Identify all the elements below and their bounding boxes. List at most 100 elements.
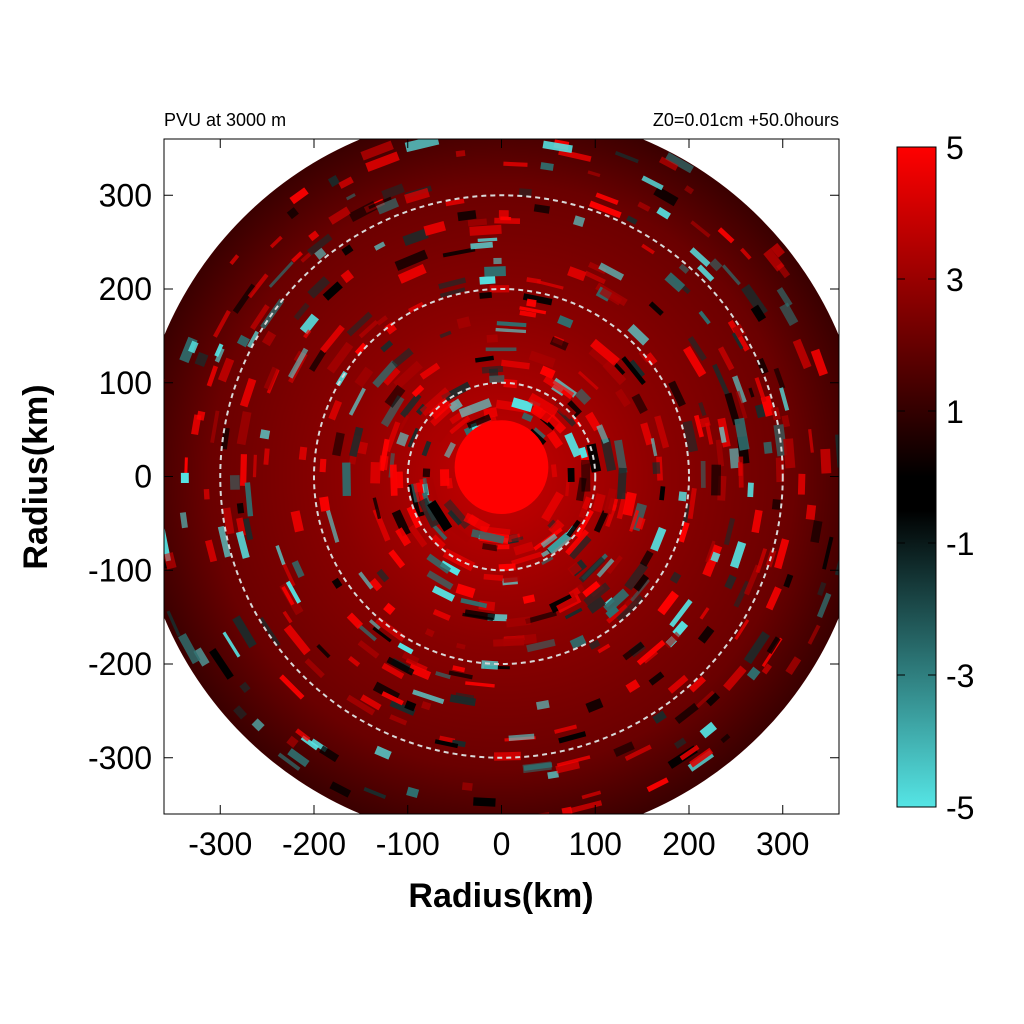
pv-anomaly-patch <box>360 694 382 711</box>
pv-anomaly-patch <box>372 508 391 542</box>
pv-anomaly-patch <box>372 626 392 643</box>
colorbar-tick-label: -3 <box>946 658 974 694</box>
x-tick-label: 100 <box>569 826 622 862</box>
pv-anomaly-patch <box>363 787 387 799</box>
pv-anomaly-patch <box>732 375 747 404</box>
pv-anomaly-patch <box>519 306 547 315</box>
pv-anomaly-patch <box>652 710 667 724</box>
pv-anomaly-patch <box>503 575 520 583</box>
pv-anomaly-patch <box>766 636 781 655</box>
pv-anomaly-patch <box>286 207 299 220</box>
pv-anomaly-patch <box>164 377 165 411</box>
pv-anomaly-patch <box>697 264 715 282</box>
pv-anomaly-patch <box>484 266 506 277</box>
pv-anomaly-patch <box>572 215 586 228</box>
pv-anomaly-patch <box>421 701 432 711</box>
pv-anomaly-patch <box>250 304 270 331</box>
pv-anomaly-patch <box>540 533 558 548</box>
pv-anomaly-patch <box>326 510 340 543</box>
pv-anomaly-patch <box>508 733 535 741</box>
pv-anomaly-patch <box>678 263 690 274</box>
pv-anomaly-patch <box>486 334 498 343</box>
pv-anomaly-patch <box>439 469 450 486</box>
pv-anomaly-patch <box>327 175 340 188</box>
pv-anomaly-patch <box>574 509 594 538</box>
pv-anomaly-patch <box>149 527 157 547</box>
pv-anomaly-patch <box>408 524 428 548</box>
pv-anomaly-patch <box>389 464 398 496</box>
pv-anomaly-patch <box>494 217 521 224</box>
pv-anomaly-patch <box>428 397 452 420</box>
pv-anomaly-patch <box>771 499 781 510</box>
pv-anomaly-patch <box>166 610 181 637</box>
pv-anomaly-patch <box>542 140 573 154</box>
pv-anomaly-patch <box>593 510 609 533</box>
reference-circles <box>219 194 784 759</box>
pv-anomaly-patch <box>391 509 411 537</box>
pv-anomaly-patch <box>427 499 453 532</box>
pv-anomaly-patch <box>496 544 510 550</box>
pv-anomaly-patch <box>603 488 617 515</box>
pv-anomaly-patch <box>411 384 425 398</box>
pv-anomaly-patch <box>699 721 718 739</box>
pv-anomaly-patch <box>622 641 645 661</box>
pv-anomaly-patch <box>810 520 823 543</box>
pv-anomaly-patch <box>605 605 620 619</box>
pv-anomaly-patch <box>820 448 832 474</box>
pv-anomaly-patch <box>734 619 750 641</box>
pv-anomaly-patch <box>316 644 331 659</box>
pv-anomaly-patch <box>540 162 554 171</box>
pv-anomaly-patch <box>567 534 592 560</box>
pv-anomaly-patch <box>454 692 475 703</box>
pv-anomaly-patch <box>783 438 796 469</box>
plot-title-left: PVU at 3000 m <box>164 110 286 130</box>
pv-anomaly-patch <box>557 315 574 329</box>
pv-anomaly-patch <box>748 387 755 398</box>
pv-anomaly-patch <box>650 526 667 552</box>
pv-anomaly-patch <box>346 694 376 716</box>
pv-anomaly-patch <box>740 247 752 260</box>
pv-anomaly-patch <box>164 528 172 562</box>
pv-anomaly-patch <box>384 321 397 335</box>
pv-anomaly-patch <box>445 198 465 207</box>
pv-anomaly-patch <box>247 273 269 299</box>
pv-anomaly-patch <box>694 414 704 438</box>
pv-anomaly-patch <box>582 580 601 598</box>
pv-anomaly-patch <box>465 681 495 688</box>
pv-anomaly-patch <box>729 448 740 469</box>
pv-anomaly-patch <box>431 585 456 602</box>
pv-anomaly-patch <box>689 747 714 768</box>
pv-anomaly-patch <box>322 281 343 301</box>
pv-anomaly-patch <box>448 670 473 680</box>
pv-anomaly-patch <box>587 596 607 614</box>
pv-anomaly-patch <box>584 270 606 285</box>
pv-anomaly-patch <box>448 398 463 413</box>
x-tick-label: -100 <box>376 826 440 862</box>
pv-anomaly-patch <box>285 580 302 604</box>
pv-anomaly-patch <box>394 249 429 271</box>
pv-anomaly-patch <box>734 417 750 451</box>
pv-anomaly-patch <box>779 387 790 411</box>
pv-anomaly-patch <box>690 220 711 238</box>
pv-anomaly-patch <box>178 633 201 665</box>
pv-anomaly-patch <box>345 193 356 201</box>
pv-anomaly-patch <box>533 204 550 214</box>
pv-anomaly-patch <box>279 674 305 700</box>
pv-anomaly-patch <box>150 438 157 457</box>
plot-title-right: Z0=0.01cm +50.0hours <box>653 110 839 130</box>
pv-anomaly-patch <box>458 398 492 418</box>
pv-anomaly-patch <box>569 800 603 814</box>
colorbar-gradient <box>896 146 937 808</box>
pv-anomaly-patch <box>653 186 679 207</box>
pv-anomaly-patch <box>710 551 721 563</box>
pv-anomaly-patch <box>369 619 381 630</box>
pv-anomaly-patch <box>729 541 747 569</box>
pv-anomaly-patch <box>463 512 491 533</box>
pv-anomaly-patch <box>439 287 466 298</box>
pv-anomaly-patch <box>422 477 429 495</box>
pv-anomaly-patch <box>652 462 661 474</box>
pv-anomaly-patch <box>331 577 343 589</box>
pv-anomaly-patch <box>588 639 601 650</box>
pv-anomaly-patch <box>556 594 582 614</box>
pv-anomaly-patch <box>588 200 622 219</box>
